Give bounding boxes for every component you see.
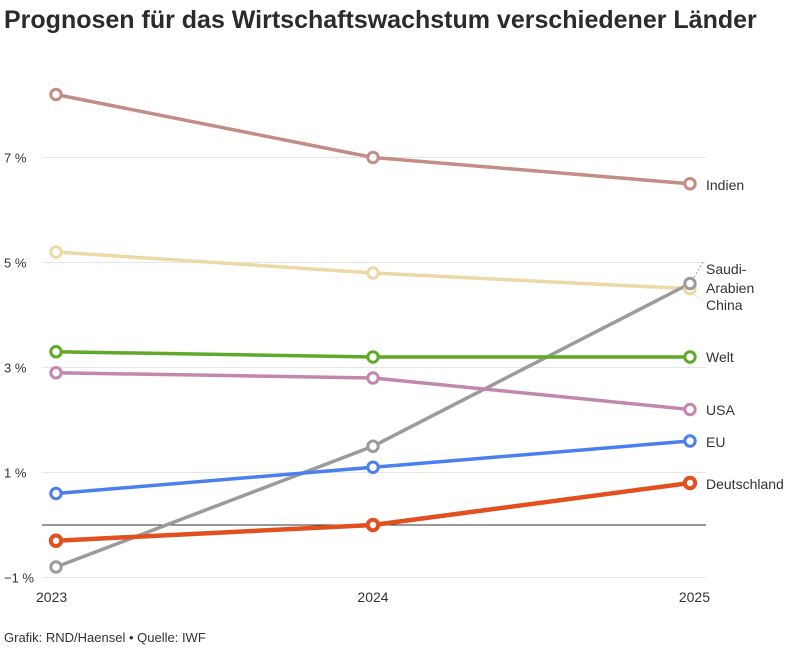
- x-tick-label: 2024: [357, 589, 388, 605]
- footer-source: Grafik: RND/Haensel • Quelle: IWF: [4, 630, 206, 645]
- data-point-deutschland: [48, 533, 64, 548]
- data-point-saudi-arabien: [683, 276, 697, 291]
- y-tick-label: 1 %: [4, 466, 27, 481]
- label-deutschland: Deutschland: [706, 476, 784, 492]
- data-point-eu: [49, 486, 63, 501]
- series-labels: Indien Saudi- Arabien China Welt USA EU …: [706, 177, 784, 492]
- label-saudi-arabien-line1: Saudi-: [706, 261, 747, 277]
- y-axis-ticks: −1 % 1 % 3 % 5 % 7 %: [4, 151, 34, 586]
- series-points: [48, 87, 698, 574]
- data-point-deutschland: [682, 475, 698, 491]
- y-tick-label: −1 %: [4, 571, 34, 586]
- line-chart: −1 % 1 % 3 % 5 % 7 % 2023 2024 2025 Indien Sau…: [4, 87, 784, 605]
- data-point-usa: [366, 371, 380, 385]
- data-point-saudi-arabien: [49, 560, 63, 574]
- series-line-indien: [54, 92, 692, 186]
- data-point-usa: [49, 366, 63, 380]
- label-saudi-arabien-line2: Arabien: [706, 280, 754, 296]
- x-axis-ticks: 2023 2024 2025: [36, 589, 710, 605]
- chart-title: Prognosen für das Wirtschaftswachstum ve…: [4, 6, 757, 34]
- data-point-usa: [683, 402, 697, 417]
- series-lines: [53, 92, 693, 569]
- data-point-saudi-arabien: [366, 439, 380, 453]
- x-tick-label: 2023: [36, 589, 67, 605]
- x-tick-label: 2025: [679, 589, 710, 605]
- connector-saudi-arabien: [693, 261, 704, 278]
- data-point-welt: [683, 350, 697, 364]
- data-point-indien: [49, 87, 63, 102]
- data-point-deutschland: [365, 517, 381, 533]
- label-indien: Indien: [706, 177, 744, 193]
- data-point-welt: [49, 345, 63, 359]
- data-point-china: [49, 245, 63, 259]
- label-welt: Welt: [706, 349, 734, 365]
- data-point-eu: [683, 434, 697, 448]
- data-point-welt: [366, 350, 380, 364]
- label-china: China: [706, 297, 743, 313]
- data-point-indien: [366, 150, 380, 165]
- y-tick-label: 7 %: [4, 151, 27, 166]
- label-connectors: [691, 261, 704, 302]
- data-point-eu: [366, 460, 380, 474]
- label-usa: USA: [706, 402, 735, 418]
- data-point-indien: [683, 177, 697, 191]
- label-eu: EU: [706, 434, 725, 450]
- y-tick-label: 3 %: [4, 361, 27, 376]
- data-point-china: [366, 266, 380, 280]
- grid-lines: [42, 157, 706, 578]
- y-tick-label: 5 %: [4, 256, 27, 271]
